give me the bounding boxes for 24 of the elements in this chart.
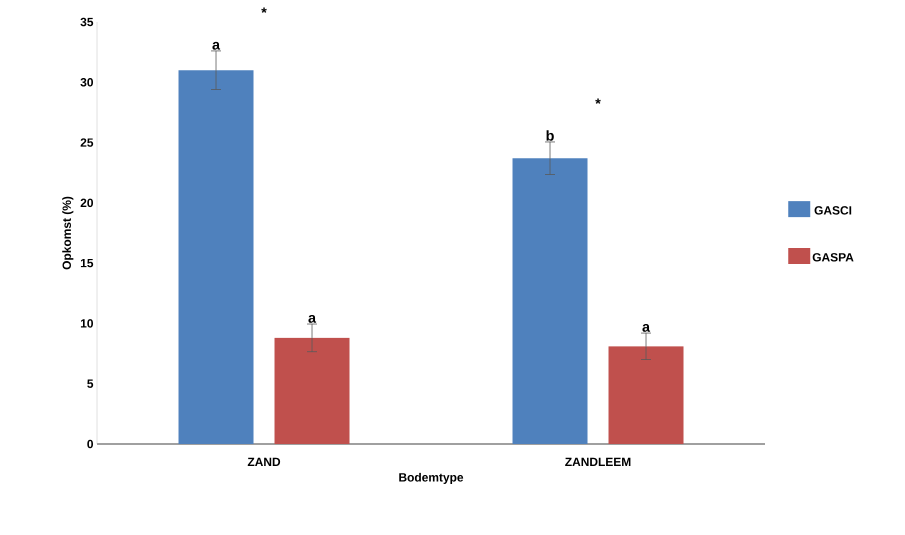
bar xyxy=(512,158,588,444)
x-tick-label: ZAND xyxy=(248,458,280,466)
data-label: a xyxy=(642,324,650,332)
annotation: * xyxy=(595,98,601,104)
x-tick-label: ZANDLEEM xyxy=(565,458,630,466)
data-label: a xyxy=(308,314,316,323)
legend-label: GASPA xyxy=(812,253,854,262)
y-tick-label: 15 xyxy=(80,258,94,268)
text: * xyxy=(261,8,267,13)
y-tick-label: 0 xyxy=(87,440,93,448)
y-axis-title: Opkomst (%) xyxy=(62,196,74,270)
y-tick-label: 5 xyxy=(87,380,94,388)
x-axis-title: Bodemtype xyxy=(399,472,464,484)
data-label: a xyxy=(212,42,220,50)
y-tick-label: 35 xyxy=(80,18,94,26)
bar xyxy=(608,346,684,444)
y-tick-label: 20 xyxy=(80,198,93,208)
data-label: b xyxy=(546,130,554,141)
legend-label: GASCI xyxy=(814,206,852,215)
y-tick-label: 30 xyxy=(80,78,93,87)
y-tick-label: 10 xyxy=(80,319,93,328)
bar xyxy=(178,70,254,444)
y-tick-label: 25 xyxy=(80,138,94,147)
bar xyxy=(274,338,350,444)
